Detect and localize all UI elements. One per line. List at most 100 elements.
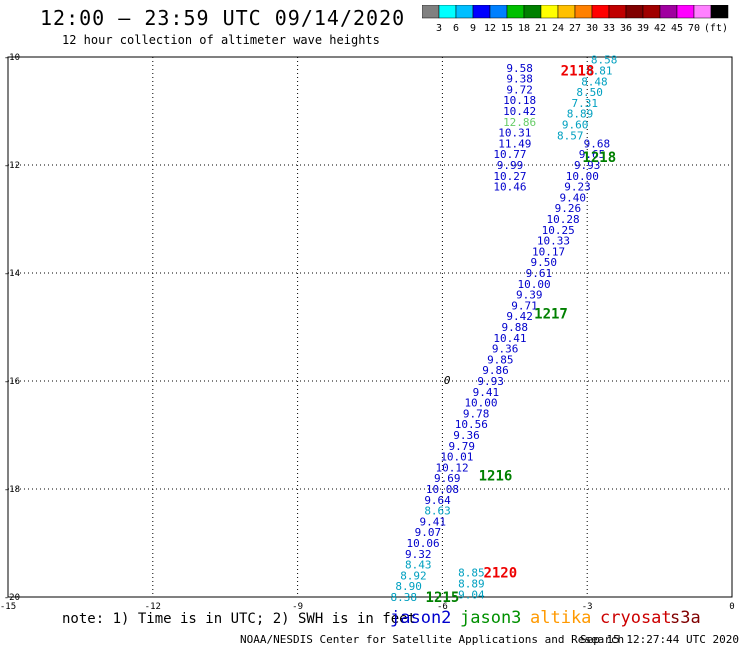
data-point-label: 10.28 [547, 213, 580, 226]
data-point-label: 9.93 [477, 375, 504, 388]
time-label: 1216 [479, 469, 513, 485]
colorbar-label: 9 [470, 23, 476, 34]
data-point-label: 8.50 [576, 86, 603, 99]
x-tick-label: -12 [145, 602, 161, 612]
colorbar-label: 24 [552, 23, 564, 34]
y-tick-label: -10 [4, 53, 20, 63]
colorbar-swatch [710, 5, 729, 19]
data-point-label: 9.60 [562, 119, 589, 132]
data-point-label: 9.41 [473, 386, 500, 399]
colorbar-label: 15 [501, 23, 513, 34]
colorbar-label: 30 [586, 23, 598, 34]
footer-credit: NOAA/NESDIS Center for Satellite Applica… [240, 633, 625, 646]
data-point-label: 9.23 [564, 181, 591, 194]
data-point-label: 9.36 [453, 429, 480, 442]
colorbar-label: 39 [637, 23, 649, 34]
data-point-label: 10.12 [435, 461, 468, 474]
data-point-label: 9.40 [559, 191, 586, 204]
colorbar-label: 36 [620, 23, 632, 34]
chart-subtitle: 12 hour collection of altimeter wave hei… [62, 33, 380, 47]
data-point-label: 10.25 [542, 224, 575, 237]
data-point-label: 10.17 [532, 245, 565, 258]
colorbar-label: 27 [569, 23, 581, 34]
data-point-label: 10.31 [498, 127, 531, 140]
satellite-legend-s3a: s3a [670, 608, 701, 628]
data-point-label: 9.85 [487, 353, 514, 366]
data-point-label: 9.42 [506, 310, 533, 323]
time-label: 2118 [561, 64, 595, 80]
colorbar-label: 21 [535, 23, 547, 34]
data-point-label: 9.64 [424, 494, 451, 507]
contour-label: 0 [444, 374, 451, 387]
data-point-label: 10.08 [426, 483, 459, 496]
chart-title: 12:00 – 23:59 UTC 09/14/2020 [40, 6, 406, 30]
data-point-label: 9.78 [463, 407, 490, 420]
data-point-label: 9.07 [415, 526, 442, 539]
data-point-label: 8.89 [458, 578, 485, 591]
data-point-label: 10.06 [407, 537, 440, 550]
data-point-label: 9.39 [516, 289, 543, 302]
data-point-label: 8.48 [581, 75, 608, 88]
data-point-label: 8.63 [424, 505, 451, 518]
data-point-label: 9.93 [574, 159, 601, 172]
data-point-label: 9.99 [497, 159, 524, 172]
data-point-label: 9.72 [506, 83, 533, 96]
satellite-legend-jason2: jason2 [390, 608, 452, 628]
colorbar-legend: 3 6 9 12 15 18 21 24 27 30 33 36 39 42 45 70 (ft) [422, 5, 729, 34]
data-point-label: 10.01 [440, 451, 473, 464]
data-point-label: 8.85 [458, 567, 485, 580]
y-tick-label: -12 [4, 161, 20, 171]
colorbar-label: 12 [484, 23, 496, 34]
data-point-label: 7.31 [572, 97, 599, 110]
data-point-label: 9.65 [579, 148, 606, 161]
x-tick-label: -6 [437, 602, 448, 612]
data-point-label: 12.86 [503, 116, 536, 129]
data-point-label: 9.68 [584, 137, 611, 150]
data-point-label: 8.90 [395, 580, 422, 593]
data-point-label: 11.49 [498, 137, 531, 150]
data-point-label: 10.00 [518, 278, 551, 291]
time-label: 1218 [582, 150, 616, 166]
y-tick-label: -16 [4, 377, 20, 387]
data-point-label: 9.69 [434, 472, 461, 485]
data-point-label: 8.43 [405, 559, 432, 572]
data-point-label: 9.04 [458, 588, 485, 601]
x-tick-label: 0 [729, 602, 734, 612]
colorbar-label: 6 [453, 23, 459, 34]
data-point-label: 8.92 [400, 569, 427, 582]
time-label: 2120 [483, 566, 517, 582]
satellite-legend-altika: altika [530, 608, 592, 628]
data-point-label: 8.81 [586, 65, 613, 78]
satellite-legend-jason3: jason3 [460, 608, 522, 628]
satellite-legend-cryosat: cryosat [600, 608, 672, 628]
data-point-label: 10.41 [493, 332, 526, 345]
data-point-label: 9.32 [405, 548, 432, 561]
data-point-label: 10.27 [493, 170, 526, 183]
data-point-label: 10.18 [503, 94, 536, 107]
colorbar-unit: (ft) [704, 23, 728, 34]
plot-frame [7, 56, 733, 598]
time-label: 1217 [534, 307, 568, 323]
colorbar-label: 33 [603, 23, 615, 34]
colorbar-label: 45 [671, 23, 683, 34]
data-point-label: 10.33 [537, 235, 570, 248]
data-point-label: 9.88 [502, 321, 529, 334]
data-point-label: 8.58 [591, 54, 618, 67]
time-label: 1215 [426, 590, 460, 606]
y-tick-label: -14 [4, 269, 20, 279]
data-point-label: 10.00 [566, 170, 599, 183]
data-point-label: 10.77 [493, 148, 526, 161]
data-point-label: 8.57 [557, 129, 584, 142]
data-point-label: 9.36 [492, 343, 519, 356]
data-point-label: 9.79 [448, 440, 475, 453]
data-point-label: 9.71 [511, 299, 538, 312]
x-tick-label: -3 [582, 602, 593, 612]
data-point-label: 9.61 [526, 267, 553, 280]
data-point-label: 9.26 [555, 202, 582, 215]
x-tick-label: -15 [0, 602, 16, 612]
data-point-label: 10.56 [455, 418, 488, 431]
data-point-label: 10.00 [464, 397, 497, 410]
y-tick-label: -18 [4, 485, 20, 495]
colorbar-label: 18 [518, 23, 530, 34]
